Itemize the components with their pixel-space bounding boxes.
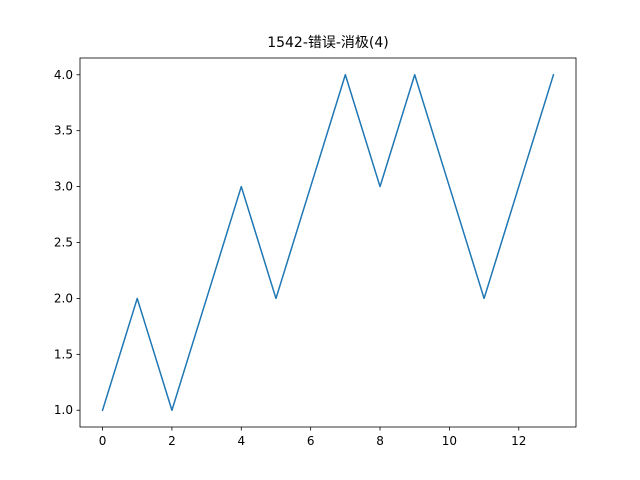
y-tick-label: 1.0 <box>54 403 73 417</box>
series-line-0 <box>101 73 555 412</box>
y-tick-label: 2.5 <box>54 236 73 250</box>
x-tick-label: 4 <box>237 434 245 448</box>
y-tick-label: 4.0 <box>54 68 73 82</box>
y-tick-label: 3.5 <box>54 124 73 138</box>
x-tick-label: 2 <box>168 434 176 448</box>
chart-title: 1542-错误-消极(4) <box>267 35 389 51</box>
plot-area <box>101 73 555 412</box>
x-tick-label: 10 <box>442 434 457 448</box>
y-tick-label: 2.0 <box>54 291 73 305</box>
y-tick-label: 1.5 <box>54 347 73 361</box>
x-tick-label: 0 <box>99 434 107 448</box>
x-tick-label: 8 <box>376 434 384 448</box>
x-tick-label: 6 <box>307 434 315 448</box>
x-tick-label: 12 <box>511 434 526 448</box>
y-tick-label: 3.0 <box>54 180 73 194</box>
axes: 0 2 4 6 8 10 12 1.0 1.5 2.0 2.5 3.0 3.5 4.0 <box>54 57 577 448</box>
